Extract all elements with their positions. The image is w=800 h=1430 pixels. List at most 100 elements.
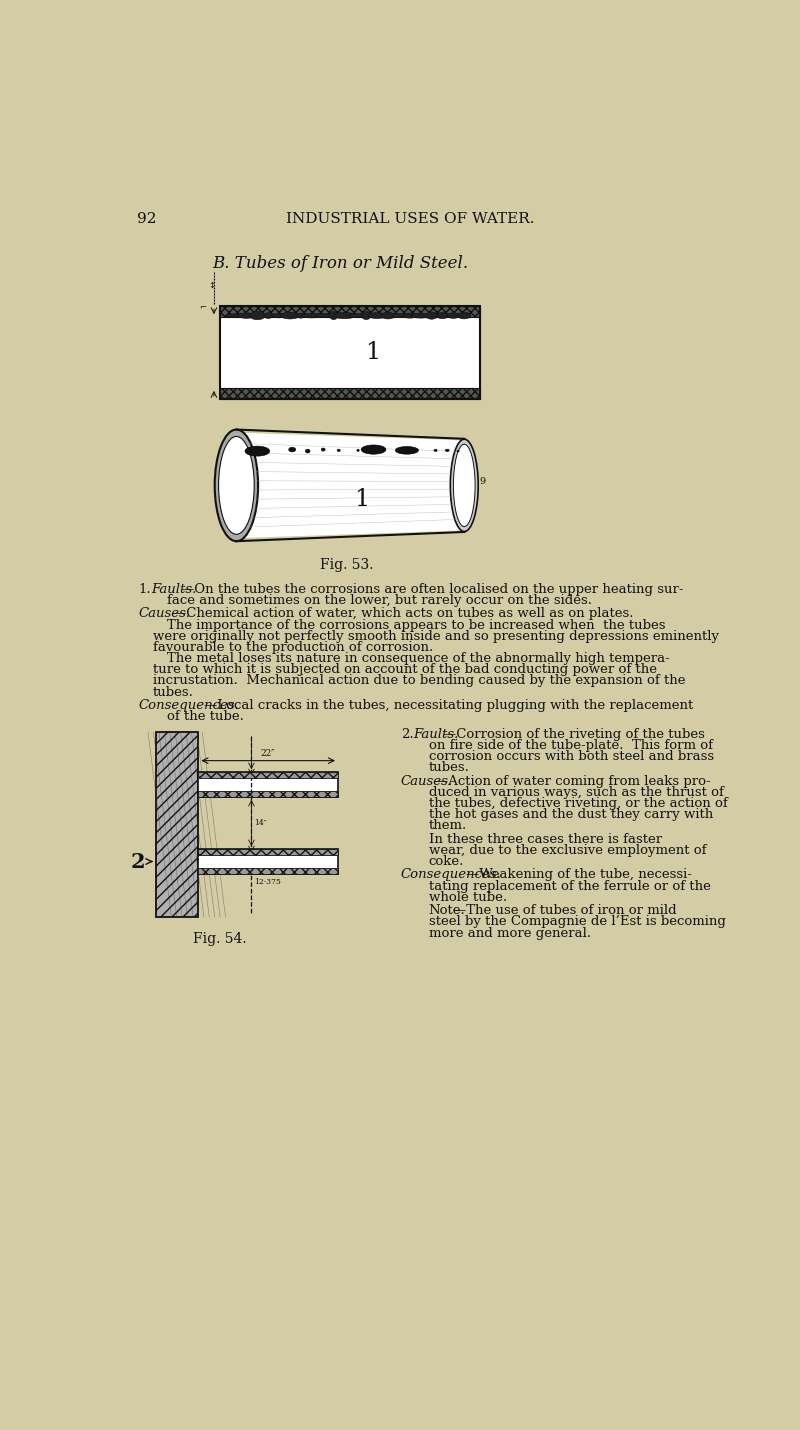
Ellipse shape [357,449,359,452]
Ellipse shape [362,312,371,319]
Text: 2.: 2. [401,728,414,741]
Text: The importance of the corrosions appears to be increased when  the tubes: The importance of the corrosions appears… [166,619,665,632]
Ellipse shape [426,312,438,319]
Ellipse shape [272,313,286,317]
Text: —Corrosion of the riveting of the tubes: —Corrosion of the riveting of the tubes [442,728,705,741]
Ellipse shape [411,313,430,317]
Ellipse shape [245,446,270,456]
Bar [198,849,338,874]
Bar [198,791,338,797]
Ellipse shape [368,313,386,319]
Text: Causes.: Causes. [138,608,191,621]
Ellipse shape [361,445,386,455]
Text: ⌐: ⌐ [199,303,206,312]
Text: —Chemical action of water, which acts on tubes as well as on plates.: —Chemical action of water, which acts on… [173,608,634,621]
Ellipse shape [302,313,322,317]
Ellipse shape [218,436,254,535]
Text: Fig. 53.: Fig. 53. [320,558,374,572]
Ellipse shape [250,312,265,320]
Text: 1: 1 [354,488,370,511]
Text: coke.: coke. [429,855,464,868]
Ellipse shape [214,429,258,541]
Ellipse shape [334,312,355,319]
Text: 3·375: 3·375 [254,848,277,857]
Ellipse shape [437,313,448,319]
Ellipse shape [348,313,363,317]
Ellipse shape [446,449,449,452]
Text: 14″: 14″ [254,819,267,827]
Bar [220,306,480,317]
Text: them.: them. [429,819,467,832]
Ellipse shape [458,312,470,319]
Text: —Local cracks in the tubes, necessitating plugging with the replacement: —Local cracks in the tubes, necessitatin… [204,699,693,712]
Ellipse shape [264,313,273,319]
Text: 3·375: 3·375 [254,771,277,779]
Text: 2: 2 [130,851,145,871]
Text: tating replacement of the ferrule or of the: tating replacement of the ferrule or of … [429,879,710,892]
Text: whole tube.: whole tube. [429,891,506,904]
Ellipse shape [457,450,459,452]
Text: Consequences.: Consequences. [401,868,502,881]
Text: the tubes, defective riveting, or the action of: the tubes, defective riveting, or the ac… [429,797,727,809]
Text: wear, due to the exclusive employment of: wear, due to the exclusive employment of [429,844,706,857]
Text: In these three cases there is faster: In these three cases there is faster [429,832,662,845]
Text: 92: 92 [138,212,157,226]
Text: INDUSTRIAL USES OF WATER.: INDUSTRIAL USES OF WATER. [286,212,534,226]
Ellipse shape [306,449,310,453]
Text: steel by the Compagnie de l’Est is becoming: steel by the Compagnie de l’Est is becom… [429,915,726,928]
Text: —Action of water coming from leaks pro-: —Action of water coming from leaks pro- [435,775,710,788]
Text: —On the tubes the corrosions are often localised on the upper heating sur-: —On the tubes the corrosions are often l… [181,583,683,596]
Ellipse shape [454,445,475,526]
Ellipse shape [450,439,478,532]
Bar [220,388,480,399]
Ellipse shape [381,312,395,319]
Text: favourable to the production of corrosion.: favourable to the production of corrosio… [153,641,433,654]
Ellipse shape [395,446,418,455]
Bar [198,772,338,797]
Text: Causes.: Causes. [401,775,453,788]
Text: 1.: 1. [138,583,151,596]
Ellipse shape [297,313,306,317]
Text: 22″: 22″ [261,749,275,758]
Text: ↕: ↕ [208,282,215,290]
Text: B. Tubes of Iron or Mild Steel.: B. Tubes of Iron or Mild Steel. [212,255,468,272]
Ellipse shape [316,313,330,317]
Text: more and more general.: more and more general. [429,927,590,940]
Text: were originally not perfectly smooth inside and so presenting depressions eminen: were originally not perfectly smooth ins… [153,629,718,642]
Ellipse shape [238,313,255,319]
Ellipse shape [281,312,299,319]
Ellipse shape [434,449,437,452]
Text: 9: 9 [480,478,486,486]
Ellipse shape [226,313,245,317]
Bar [198,868,338,874]
Text: —Weakening of the tube, necessi-: —Weakening of the tube, necessi- [466,868,692,881]
Bar [220,306,480,399]
Ellipse shape [289,448,296,452]
Ellipse shape [402,313,417,317]
Text: Faults.: Faults. [413,728,458,741]
Text: corrosion occurs with both steel and brass: corrosion occurs with both steel and bra… [429,749,714,762]
Text: Note.: Note. [429,904,466,917]
Text: 12·375: 12·375 [254,878,282,885]
Text: Consequences.: Consequences. [138,699,240,712]
Polygon shape [237,433,464,538]
Text: tubes.: tubes. [429,761,470,774]
Text: —The use of tubes of iron or mild: —The use of tubes of iron or mild [454,904,677,917]
Text: tubes.: tubes. [153,685,194,699]
Bar [156,732,198,917]
Text: 1: 1 [366,340,381,365]
Ellipse shape [447,313,460,319]
Ellipse shape [330,312,338,320]
Bar [198,772,338,778]
Text: Fig. 54.: Fig. 54. [193,932,246,947]
Ellipse shape [322,448,325,450]
Ellipse shape [337,449,340,452]
Text: of the tube.: of the tube. [166,711,243,724]
Text: ture to which it is subjected on account of the bad conducting power of the: ture to which it is subjected on account… [153,664,657,676]
Text: duced in various ways, such as the thrust of: duced in various ways, such as the thrus… [429,785,723,799]
Ellipse shape [392,313,406,317]
Text: The metal loses its nature in consequence of the abnormally high tempera-: The metal loses its nature in consequenc… [166,652,670,665]
Text: incrustation.  Mechanical action due to bending caused by the expansion of the: incrustation. Mechanical action due to b… [153,675,685,688]
Text: Faults.: Faults. [151,583,197,596]
Bar [220,317,480,388]
